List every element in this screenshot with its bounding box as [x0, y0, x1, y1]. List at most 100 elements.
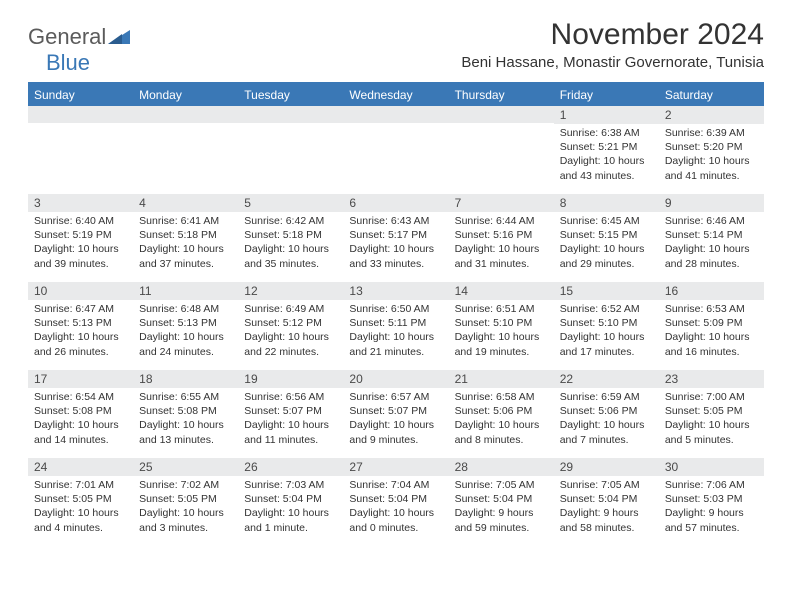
calendar-day-cell: 5Sunrise: 6:42 AMSunset: 5:18 PMDaylight… [238, 194, 343, 282]
day-number: 6 [343, 194, 448, 212]
day-data: Sunrise: 6:50 AMSunset: 5:11 PMDaylight:… [343, 300, 448, 363]
header: General Blue November 2024 Beni Hassane,… [28, 18, 764, 76]
day-data: Sunrise: 6:53 AMSunset: 5:09 PMDaylight:… [659, 300, 764, 363]
weekday-header: Wednesday [343, 84, 448, 106]
calendar-day-cell: 4Sunrise: 6:41 AMSunset: 5:18 PMDaylight… [133, 194, 238, 282]
location-text: Beni Hassane, Monastir Governorate, Tuni… [461, 54, 764, 71]
day-number: 19 [238, 370, 343, 388]
day-data: Sunrise: 6:59 AMSunset: 5:06 PMDaylight:… [554, 388, 659, 451]
calendar-day-cell: 8Sunrise: 6:45 AMSunset: 5:15 PMDaylight… [554, 194, 659, 282]
day-data: Sunrise: 6:42 AMSunset: 5:18 PMDaylight:… [238, 212, 343, 275]
day-number: 26 [238, 458, 343, 476]
logo-mark-icon [108, 31, 130, 48]
day-number: 29 [554, 458, 659, 476]
calendar-day-cell [343, 106, 448, 194]
day-data: Sunrise: 6:46 AMSunset: 5:14 PMDaylight:… [659, 212, 764, 275]
day-data: Sunrise: 7:05 AMSunset: 5:04 PMDaylight:… [449, 476, 554, 539]
calendar-day-cell: 20Sunrise: 6:57 AMSunset: 5:07 PMDayligh… [343, 370, 448, 458]
day-data: Sunrise: 6:47 AMSunset: 5:13 PMDaylight:… [28, 300, 133, 363]
day-data: Sunrise: 6:40 AMSunset: 5:19 PMDaylight:… [28, 212, 133, 275]
day-number: 22 [554, 370, 659, 388]
logo-text-part2: Blue [46, 50, 90, 75]
calendar-week-row: 17Sunrise: 6:54 AMSunset: 5:08 PMDayligh… [28, 370, 764, 458]
logo: General Blue [28, 24, 130, 76]
day-number: 17 [28, 370, 133, 388]
calendar-day-cell: 18Sunrise: 6:55 AMSunset: 5:08 PMDayligh… [133, 370, 238, 458]
weekday-header: Tuesday [238, 84, 343, 106]
day-number: 7 [449, 194, 554, 212]
calendar-day-cell: 15Sunrise: 6:52 AMSunset: 5:10 PMDayligh… [554, 282, 659, 370]
calendar-week-row: 3Sunrise: 6:40 AMSunset: 5:19 PMDaylight… [28, 194, 764, 282]
calendar-day-cell: 23Sunrise: 7:00 AMSunset: 5:05 PMDayligh… [659, 370, 764, 458]
calendar-body: 1Sunrise: 6:38 AMSunset: 5:21 PMDaylight… [28, 106, 764, 546]
day-data: Sunrise: 6:43 AMSunset: 5:17 PMDaylight:… [343, 212, 448, 275]
day-data: Sunrise: 7:06 AMSunset: 5:03 PMDaylight:… [659, 476, 764, 539]
day-number [449, 106, 554, 123]
day-data: Sunrise: 6:58 AMSunset: 5:06 PMDaylight:… [449, 388, 554, 451]
day-data [133, 123, 238, 129]
day-number: 18 [133, 370, 238, 388]
day-data: Sunrise: 6:45 AMSunset: 5:15 PMDaylight:… [554, 212, 659, 275]
day-number: 13 [343, 282, 448, 300]
calendar-day-cell: 22Sunrise: 6:59 AMSunset: 5:06 PMDayligh… [554, 370, 659, 458]
day-number: 5 [238, 194, 343, 212]
day-data: Sunrise: 6:48 AMSunset: 5:13 PMDaylight:… [133, 300, 238, 363]
calendar-day-cell: 21Sunrise: 6:58 AMSunset: 5:06 PMDayligh… [449, 370, 554, 458]
day-data [28, 123, 133, 129]
day-data: Sunrise: 6:39 AMSunset: 5:20 PMDaylight:… [659, 124, 764, 187]
day-data: Sunrise: 7:03 AMSunset: 5:04 PMDaylight:… [238, 476, 343, 539]
day-number [133, 106, 238, 123]
day-number [343, 106, 448, 123]
weekday-header: Thursday [449, 84, 554, 106]
calendar-day-cell [133, 106, 238, 194]
calendar-day-cell: 28Sunrise: 7:05 AMSunset: 5:04 PMDayligh… [449, 458, 554, 546]
calendar-day-cell: 27Sunrise: 7:04 AMSunset: 5:04 PMDayligh… [343, 458, 448, 546]
calendar-week-row: 1Sunrise: 6:38 AMSunset: 5:21 PMDaylight… [28, 106, 764, 194]
logo-text-part1: General [28, 24, 106, 49]
day-number [238, 106, 343, 123]
calendar-day-cell: 26Sunrise: 7:03 AMSunset: 5:04 PMDayligh… [238, 458, 343, 546]
day-number: 25 [133, 458, 238, 476]
day-data: Sunrise: 7:05 AMSunset: 5:04 PMDaylight:… [554, 476, 659, 539]
calendar-week-row: 10Sunrise: 6:47 AMSunset: 5:13 PMDayligh… [28, 282, 764, 370]
weekday-header-row: SundayMondayTuesdayWednesdayThursdayFrid… [28, 84, 764, 106]
day-number: 12 [238, 282, 343, 300]
day-data: Sunrise: 6:49 AMSunset: 5:12 PMDaylight:… [238, 300, 343, 363]
calendar-day-cell: 16Sunrise: 6:53 AMSunset: 5:09 PMDayligh… [659, 282, 764, 370]
day-data [238, 123, 343, 129]
day-number: 14 [449, 282, 554, 300]
calendar-day-cell: 3Sunrise: 6:40 AMSunset: 5:19 PMDaylight… [28, 194, 133, 282]
weekday-header: Saturday [659, 84, 764, 106]
day-data: Sunrise: 6:57 AMSunset: 5:07 PMDaylight:… [343, 388, 448, 451]
calendar-day-cell: 24Sunrise: 7:01 AMSunset: 5:05 PMDayligh… [28, 458, 133, 546]
title-block: November 2024 Beni Hassane, Monastir Gov… [461, 18, 764, 71]
day-number: 23 [659, 370, 764, 388]
day-data: Sunrise: 6:54 AMSunset: 5:08 PMDaylight:… [28, 388, 133, 451]
calendar-day-cell: 10Sunrise: 6:47 AMSunset: 5:13 PMDayligh… [28, 282, 133, 370]
calendar-day-cell: 19Sunrise: 6:56 AMSunset: 5:07 PMDayligh… [238, 370, 343, 458]
day-data: Sunrise: 7:04 AMSunset: 5:04 PMDaylight:… [343, 476, 448, 539]
day-data [343, 123, 448, 129]
day-data [449, 123, 554, 129]
calendar-day-cell: 2Sunrise: 6:39 AMSunset: 5:20 PMDaylight… [659, 106, 764, 194]
calendar-week-row: 24Sunrise: 7:01 AMSunset: 5:05 PMDayligh… [28, 458, 764, 546]
day-data: Sunrise: 7:00 AMSunset: 5:05 PMDaylight:… [659, 388, 764, 451]
calendar-table: SundayMondayTuesdayWednesdayThursdayFrid… [28, 84, 764, 546]
day-number: 9 [659, 194, 764, 212]
day-data: Sunrise: 7:01 AMSunset: 5:05 PMDaylight:… [28, 476, 133, 539]
calendar-day-cell [28, 106, 133, 194]
day-number: 21 [449, 370, 554, 388]
calendar-day-cell: 1Sunrise: 6:38 AMSunset: 5:21 PMDaylight… [554, 106, 659, 194]
day-data: Sunrise: 6:51 AMSunset: 5:10 PMDaylight:… [449, 300, 554, 363]
logo-text: General Blue [28, 24, 130, 76]
weekday-header: Monday [133, 84, 238, 106]
calendar-day-cell: 12Sunrise: 6:49 AMSunset: 5:12 PMDayligh… [238, 282, 343, 370]
calendar-day-cell [238, 106, 343, 194]
weekday-header: Sunday [28, 84, 133, 106]
day-data: Sunrise: 6:44 AMSunset: 5:16 PMDaylight:… [449, 212, 554, 275]
calendar-day-cell: 14Sunrise: 6:51 AMSunset: 5:10 PMDayligh… [449, 282, 554, 370]
day-number: 4 [133, 194, 238, 212]
day-number: 10 [28, 282, 133, 300]
weekday-header: Friday [554, 84, 659, 106]
day-number: 2 [659, 106, 764, 124]
